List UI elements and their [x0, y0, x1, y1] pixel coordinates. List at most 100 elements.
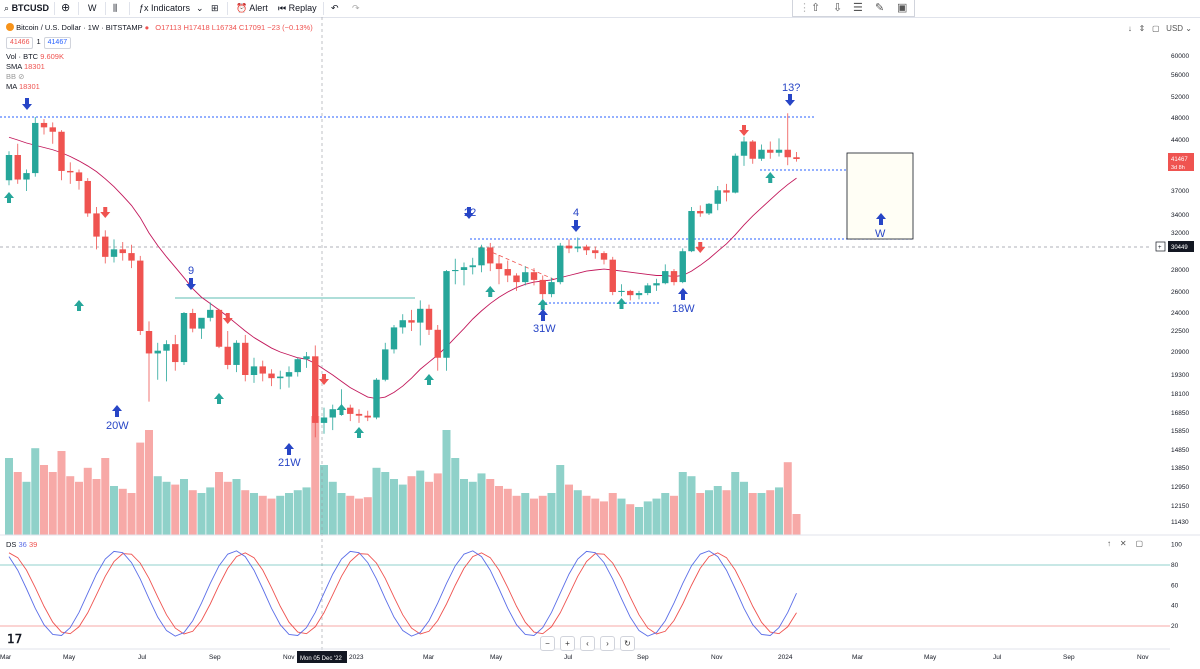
indicators-icon: ƒx — [139, 3, 149, 13]
undo-icon[interactable]: ↶ — [331, 3, 339, 13]
price-tick-label: 14850 — [1171, 447, 1189, 454]
annotation-label: 4 — [573, 207, 579, 219]
symbol-search[interactable]: ⌕ BTCUSD — [4, 2, 49, 15]
bid-price[interactable]: 41466 — [6, 37, 34, 49]
osc-d-value: 39 — [28, 540, 38, 549]
compare-plus-icon[interactable]: ⊕ — [61, 2, 71, 14]
indicators-dropdown-icon[interactable]: ⌄ — [196, 3, 204, 13]
collapse-icon[interactable]: ⇕ — [1138, 24, 1146, 33]
volume-bar — [608, 493, 617, 535]
visibility-icon[interactable]: ⊘ — [18, 72, 25, 81]
alert-icon: ⏰ — [236, 3, 248, 13]
time-tick-label: Nov — [711, 654, 723, 661]
scroll-left-button[interactable]: ‹ — [580, 636, 595, 651]
arrow-up-icon — [616, 298, 627, 309]
volume-bar — [556, 465, 565, 535]
price-tick-label: 56000 — [1171, 72, 1189, 79]
alert-button[interactable]: ⏰ Alert — [236, 2, 268, 15]
volume-bar — [748, 493, 757, 535]
volume-bar — [775, 487, 783, 535]
annotation-label: 13? — [782, 82, 800, 94]
arrow-down-icon — [100, 207, 111, 218]
candle-body — [294, 359, 301, 373]
volume-bar — [661, 493, 670, 535]
pin-tool-icon[interactable]: ✎ — [875, 2, 885, 14]
annotation-arrow-down-icon — [571, 220, 581, 232]
volume-bar — [346, 495, 355, 535]
candle-body — [172, 344, 179, 363]
zoom-out-button[interactable]: − — [540, 636, 555, 651]
time-tick-label: Nov — [1137, 654, 1149, 661]
volume-bar — [433, 473, 442, 535]
reset-button[interactable]: ↻ — [620, 636, 635, 651]
price-tick-label: 16850 — [1171, 410, 1189, 417]
candle-body — [443, 271, 450, 358]
price-tick-label: 19300 — [1171, 372, 1189, 379]
osc-tick-label: 100 — [1171, 542, 1182, 549]
ask-price[interactable]: 41467 — [43, 37, 72, 49]
candle-type-icon[interactable]: ⫼ — [113, 3, 118, 13]
indicators-button[interactable]: ƒx Indicators — [139, 2, 190, 15]
move-up-icon[interactable]: ↑ — [1107, 539, 1111, 548]
alert-label: Alert — [249, 3, 268, 13]
lines-tool-icon[interactable]: ☰ — [853, 2, 863, 14]
candle-body — [618, 290, 625, 292]
chevron-down-icon[interactable]: ⌄ — [1185, 24, 1192, 33]
candle-body — [417, 308, 424, 323]
time-axis[interactable]: Mar May Jul Sep Nov Mar May Jul Sep Nov 2024 Mar May… — [0, 651, 1149, 663]
time-tick-label: 2023 — [349, 654, 364, 661]
time-tick-label: Sep — [209, 654, 221, 661]
volume-bar — [250, 493, 258, 535]
volume-bar — [101, 458, 110, 535]
volume-bar — [188, 490, 197, 535]
candle-body — [58, 131, 65, 171]
redo-icon[interactable]: ↷ — [352, 3, 360, 13]
projection-box[interactable] — [846, 152, 914, 240]
maximize-pane-icon[interactable]: ▢ — [1135, 539, 1144, 548]
candle-body — [775, 149, 783, 153]
arrow-up-icon — [354, 427, 364, 438]
rectangle-tool-icon[interactable]: ▣ — [897, 2, 908, 14]
arrow-down-icon — [222, 313, 233, 324]
currency-label[interactable]: USD — [1166, 24, 1184, 33]
volume-bar — [355, 498, 363, 535]
candle-body — [644, 285, 651, 294]
arrow-up-icon — [336, 404, 347, 415]
price-axis[interactable]: 60000 56000 52000 48000 44000 37000 34000 32000… — [1171, 53, 1189, 526]
time-tick-label: Jul — [564, 654, 573, 661]
price-tick-label: 12950 — [1171, 484, 1189, 491]
candles — [5, 113, 800, 438]
arrow-down-tool-icon[interactable]: ⇩ — [833, 2, 843, 14]
layouts-icon[interactable]: ⊞ — [211, 3, 219, 13]
candle-body — [609, 259, 616, 292]
scroll-right-button[interactable]: › — [600, 636, 615, 651]
maximize-icon[interactable]: ▢ — [1151, 24, 1160, 33]
arrow-up-tool-icon[interactable]: ⇧ — [811, 2, 821, 14]
drag-handle-icon[interactable]: ⋮ — [799, 2, 810, 14]
volume-bar — [547, 493, 556, 535]
candle-body — [574, 246, 581, 249]
candle-body — [758, 149, 765, 159]
sma-line — [8, 136, 797, 400]
volume-bar — [643, 501, 652, 535]
volume-bar — [626, 504, 635, 535]
candle-body — [767, 149, 774, 153]
arrow-down-icon[interactable]: ↓ — [1127, 24, 1132, 33]
candle-body — [495, 263, 503, 270]
legend-sma-row: SMA 18301 — [6, 62, 313, 72]
candle-body — [662, 271, 669, 284]
interval-button[interactable]: W — [88, 3, 97, 13]
symbol-label: BTCUSD — [11, 3, 50, 13]
annotation-arrow-up-icon — [284, 443, 294, 455]
zoom-in-button[interactable]: + — [560, 636, 575, 651]
sma-label: SMA — [6, 62, 22, 71]
candle-body — [312, 356, 319, 423]
volume-bar — [390, 479, 398, 535]
current-price-tag — [1168, 153, 1194, 171]
close-icon[interactable]: ✕ — [1119, 539, 1127, 548]
candle-body — [14, 155, 21, 180]
replay-button[interactable]: ⏮ Replay — [278, 2, 317, 15]
oscillator-pane: 100 80 60 40 20 — [0, 542, 1182, 637]
candle-body — [145, 331, 153, 354]
